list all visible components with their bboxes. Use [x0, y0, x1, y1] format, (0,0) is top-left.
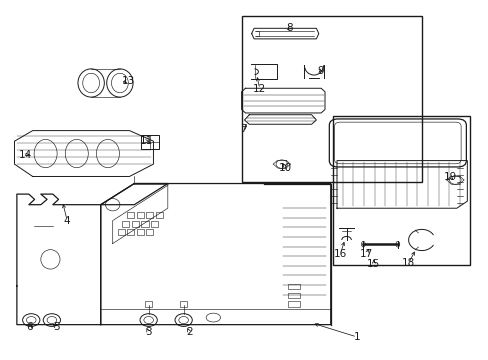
Text: 12: 12 — [253, 84, 266, 94]
Text: 10: 10 — [278, 163, 291, 173]
Text: 9: 9 — [317, 66, 324, 76]
Bar — [144, 301, 152, 307]
Text: 6: 6 — [26, 323, 33, 333]
Text: 8: 8 — [286, 23, 293, 33]
Text: 13: 13 — [122, 76, 135, 86]
Bar — [287, 284, 299, 289]
Text: 17: 17 — [359, 249, 372, 259]
Text: 15: 15 — [366, 259, 380, 269]
Bar — [287, 293, 299, 298]
Text: 5: 5 — [53, 323, 60, 333]
Bar — [137, 212, 143, 219]
Bar — [146, 229, 153, 235]
Bar — [141, 221, 148, 226]
Text: 18: 18 — [402, 258, 415, 268]
Text: 19: 19 — [443, 172, 456, 182]
Bar — [117, 229, 124, 235]
Bar — [127, 229, 134, 235]
Bar — [242, 16, 421, 182]
Bar — [287, 301, 299, 307]
Bar — [137, 229, 143, 235]
Bar — [156, 212, 163, 219]
Text: 14: 14 — [19, 150, 32, 160]
Bar — [132, 221, 139, 226]
Text: 3: 3 — [145, 327, 152, 337]
Text: 4: 4 — [64, 216, 70, 226]
Text: 2: 2 — [186, 327, 192, 337]
Bar — [141, 135, 159, 149]
Text: 7: 7 — [239, 124, 246, 134]
Bar — [146, 212, 153, 219]
Text: 16: 16 — [333, 249, 346, 259]
Bar — [127, 212, 134, 219]
Text: 1: 1 — [353, 332, 360, 342]
Bar — [151, 221, 158, 226]
Bar — [122, 221, 129, 226]
Text: 11: 11 — [140, 136, 153, 146]
Bar — [180, 301, 187, 307]
Bar — [332, 117, 469, 265]
